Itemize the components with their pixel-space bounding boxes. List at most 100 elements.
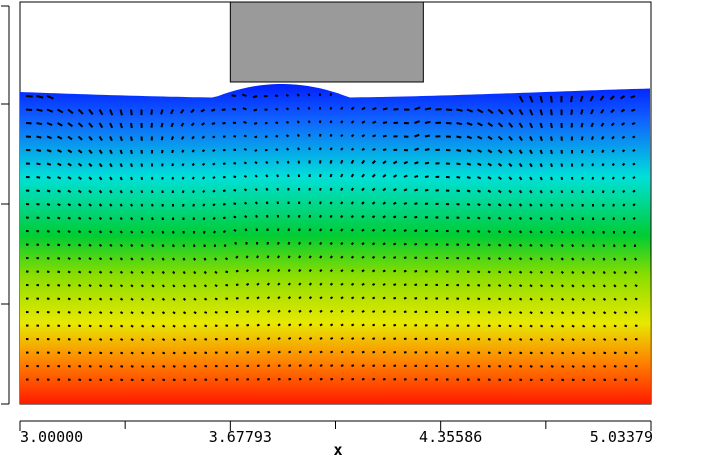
velocity-arrow [466,243,470,247]
velocity-arrow [287,309,292,313]
velocity-arrow [580,136,584,141]
velocity-arrow [329,159,333,164]
velocity-arrow [340,133,344,138]
velocity-arrow [361,377,365,381]
velocity-arrow [172,351,176,355]
velocity-arrow [319,160,322,164]
velocity-arrow [253,122,258,125]
velocity-arrow [233,202,237,205]
velocity-arrow [253,108,258,112]
velocity-arrow [550,311,554,315]
velocity-arrow [403,324,407,327]
velocity-arrow [529,149,533,155]
velocity-arrow [634,284,638,288]
velocity-arrow [622,217,626,221]
velocity-arrow [46,270,50,273]
velocity-arrow [319,269,323,273]
velocity-arrow [212,149,216,152]
velocity-arrow [529,189,533,194]
velocity-arrow [600,108,605,114]
velocity-arrow [590,136,594,141]
velocity-arrow [508,108,514,116]
velocity-arrow [285,147,290,151]
velocity-arrow [276,160,279,164]
velocity-arrow [140,176,144,181]
velocity-arrow [382,242,386,246]
velocity-arrow [256,350,260,354]
velocity-arrow [130,378,134,382]
velocity-arrow [172,297,176,301]
velocity-arrow [276,174,279,178]
velocity-arrow [67,108,74,115]
velocity-arrow [130,270,134,275]
velocity-arrow [508,270,512,274]
velocity-arrow [140,230,144,234]
velocity-arrow [243,174,247,178]
velocity-arrow [211,108,216,112]
velocity-arrow [571,284,575,288]
velocity-arrow [203,257,207,261]
velocity-arrow [254,187,258,192]
velocity-arrow [414,270,418,273]
velocity-arrow [518,176,523,181]
velocity-arrow [298,296,302,300]
velocity-arrow [581,244,585,248]
velocity-arrow [582,338,586,341]
velocity-arrow [550,270,554,274]
velocity-arrow [592,244,595,248]
velocity-arrow [613,378,617,381]
velocity-arrow [193,311,197,315]
velocity-arrow [161,257,165,261]
velocity-arrow [329,241,333,246]
velocity-arrow [539,190,543,194]
velocity-arrow [277,350,281,354]
velocity-arrow [414,229,418,232]
velocity-arrow [233,215,237,219]
velocity-arrow [529,338,533,341]
velocity-arrow [109,109,114,116]
velocity-arrow [403,283,407,286]
velocity-arrow [329,120,333,124]
velocity-arrow [592,378,596,382]
velocity-arrow [109,270,113,274]
velocity-arrow [350,187,355,192]
x-tick-label-0: 3.00000 [20,428,83,446]
velocity-arrow [529,203,533,207]
velocity-arrow [67,135,73,141]
velocity-arrow [477,108,484,114]
velocity-arrow [602,257,606,261]
velocity-arrow [571,378,575,382]
velocity-arrow [88,324,92,328]
velocity-arrow [340,255,344,259]
velocity-arrow [151,244,155,248]
velocity-arrow [518,95,524,103]
velocity-arrow [571,351,575,355]
velocity-arrow [529,95,534,103]
velocity-arrow [571,324,575,328]
velocity-arrow [382,337,386,340]
velocity-arrow [191,176,195,180]
velocity-arrow [487,203,492,207]
velocity-arrow [46,243,50,247]
velocity-arrow [592,351,596,355]
velocity-arrow [371,187,376,192]
velocity-arrow [372,337,376,340]
velocity-arrow [602,270,606,275]
velocity-arrow [88,338,92,341]
velocity-arrow [508,338,512,341]
velocity-arrow [382,323,386,327]
velocity-arrow [287,282,291,286]
velocity-arrow [350,106,355,111]
velocity-arrow [329,228,333,232]
velocity-arrow [382,269,386,273]
velocity-arrow [477,243,481,247]
velocity-arrow [361,120,366,124]
velocity-arrow [243,201,248,205]
velocity-arrow [539,122,543,129]
velocity-arrow [487,243,491,247]
velocity-arrow [202,217,206,221]
velocity-arrow [477,122,483,127]
velocity-arrow [414,188,418,192]
velocity-arrow [340,364,344,367]
